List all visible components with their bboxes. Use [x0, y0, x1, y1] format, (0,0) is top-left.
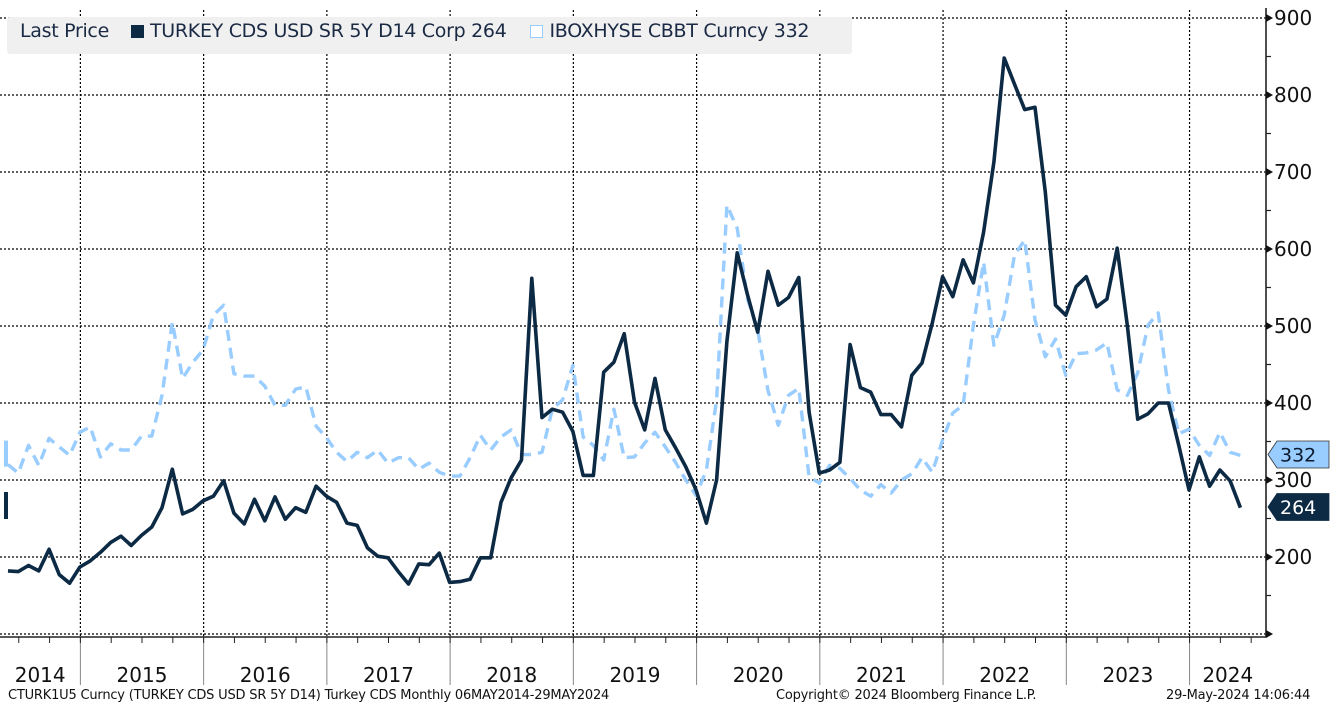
x-tick-label-2022: 2022 — [979, 663, 1030, 687]
x-tick-label-2015: 2015 — [117, 663, 168, 687]
last-value-tag-iboxhyse-text: 332 — [1280, 445, 1316, 467]
x-axis: 2014 2015 2016 2017 2018 2019 2020 2021 2022 2023… — [0, 636, 1266, 687]
y-tick-label-600: 600 — [1274, 237, 1312, 261]
footer-security-info: CTURK1U5 Curncy (TURKEY CDS USD SR 5Y D1… — [8, 688, 610, 703]
y-tick-arrow — [1266, 399, 1273, 407]
legend-label-iboxhyse: IBOXHYSE CBBT Curncy 332 — [549, 20, 810, 42]
y-tick-label-700: 700 — [1274, 160, 1312, 184]
y-tick-label-400: 400 — [1274, 391, 1312, 415]
y-tick-arrow — [1266, 630, 1273, 638]
x-tick-label-2016: 2016 — [240, 663, 291, 687]
footer-copyright: Copyright© 2024 Bloomberg Finance L.P. — [776, 688, 1037, 703]
y-tick-arrow — [1266, 14, 1273, 22]
x-tick-label-2014: 2014 — [15, 663, 66, 687]
series-lines — [6, 56, 1243, 586]
y-tick-label-800: 800 — [1274, 83, 1312, 107]
series-turkey-cds-line — [7, 56, 1243, 586]
left-edge-marker-turkey-cds — [4, 492, 8, 519]
series-iboxhyse-line — [6, 203, 1241, 498]
legend-swatch-iboxhyse — [530, 24, 544, 38]
last-value-tag-iboxhyse-shape — [1267, 440, 1330, 469]
last-value-tag-turkey-cds-text: 264 — [1280, 497, 1316, 519]
last-value-tag-turkey-cds-shape — [1267, 493, 1330, 521]
x-tick-label-2019: 2019 — [610, 663, 661, 687]
y-tick-arrow — [1266, 553, 1273, 561]
legend: Last Price TURKEY CDS USD SR 5Y D14 Corp… — [20, 20, 809, 42]
left-edge-marker-iboxhyse — [4, 440, 8, 467]
legend-box — [7, 17, 852, 54]
legend-swatch-turkey-cds — [130, 24, 144, 38]
footer-timestamp: 29-May-2024 14:06:44 — [1166, 688, 1311, 703]
x-tick-label-2023: 2023 — [1102, 663, 1153, 687]
y-tick-label-500: 500 — [1274, 314, 1312, 338]
y-tick-arrow — [1266, 322, 1273, 330]
y-tick-label-900: 900 — [1274, 6, 1312, 30]
y-tick-arrow — [1266, 91, 1273, 99]
y-tick-arrow — [1266, 245, 1273, 253]
y-tick-label-300: 300 — [1274, 468, 1312, 492]
y-tick-arrow — [1266, 476, 1273, 484]
x-tick-label-2020: 2020 — [733, 663, 784, 687]
x-tick-label-2017: 2017 — [363, 663, 414, 687]
y-axis: 200 300 400 500 600 700 800 900 — [1265, 6, 1312, 638]
x-tick-label-2021: 2021 — [856, 663, 907, 687]
x-tick-label-2024: 2024 — [1202, 663, 1253, 687]
last-value-tags: 332 264 — [4, 440, 1330, 521]
gridlines — [0, 10, 1266, 637]
legend-label-turkey-cds: TURKEY CDS USD SR 5Y D14 Corp 264 — [149, 20, 507, 42]
legend-title: Last Price — [20, 20, 109, 42]
x-tick-label-2018: 2018 — [486, 663, 537, 687]
y-tick-arrow — [1266, 168, 1273, 176]
y-tick-label-200: 200 — [1274, 545, 1312, 569]
